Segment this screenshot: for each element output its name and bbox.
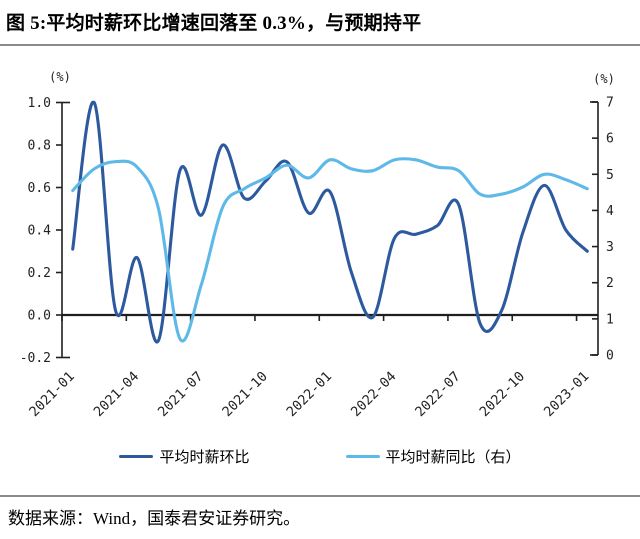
svg-text:1.0: 1.0 [28,96,51,111]
svg-text:3: 3 [606,240,614,255]
svg-text:0.2: 0.2 [28,266,51,281]
chart-title: 图 5:平均时薪环比增速回落至 0.3%，与预期持平 [6,13,422,34]
data-source-note: 数据来源：Wind，国泰君安证券研究。 [8,509,301,528]
legend-item-yoy: 平均时薪同比（右） [345,446,521,467]
legend-item-mom: 平均时薪环比 [119,446,250,467]
chart-legend: 平均时薪环比 平均时薪同比（右） [0,446,640,467]
svg-text:2: 2 [606,276,614,291]
svg-text:2021-10: 2021-10 [219,369,271,421]
svg-text:2021-04: 2021-04 [91,369,143,421]
svg-text:0.0: 0.0 [28,309,51,324]
right-axis-unit-label: (%) [593,72,615,86]
svg-text:0: 0 [606,349,614,364]
mom-line-swatch [119,455,154,458]
title-divider [0,44,640,46]
legend-label-mom: 平均时薪环比 [159,450,250,466]
yoy-line-swatch [345,455,380,458]
svg-text:0.6: 0.6 [28,181,51,196]
svg-text:0.8: 0.8 [28,139,51,154]
svg-text:4: 4 [606,204,614,219]
svg-text:2022-01: 2022-01 [284,369,336,421]
svg-text:5: 5 [606,168,614,183]
svg-text:0.4: 0.4 [28,224,52,239]
svg-text:6: 6 [606,132,614,147]
svg-text:1: 1 [606,312,614,327]
svg-text:2023-01: 2023-01 [541,369,593,421]
svg-text:-0.2: -0.2 [20,351,51,366]
footer-divider [0,495,640,497]
svg-text:2021-07: 2021-07 [155,369,207,421]
svg-text:2022-04: 2022-04 [348,369,400,421]
legend-label-yoy: 平均时薪同比（右） [385,450,521,466]
svg-text:2021-01: 2021-01 [26,369,78,421]
left-axis-unit-label: (%) [49,70,71,84]
svg-text:7: 7 [606,96,614,111]
svg-text:2022-07: 2022-07 [412,369,464,421]
svg-text:2022-10: 2022-10 [477,369,529,421]
